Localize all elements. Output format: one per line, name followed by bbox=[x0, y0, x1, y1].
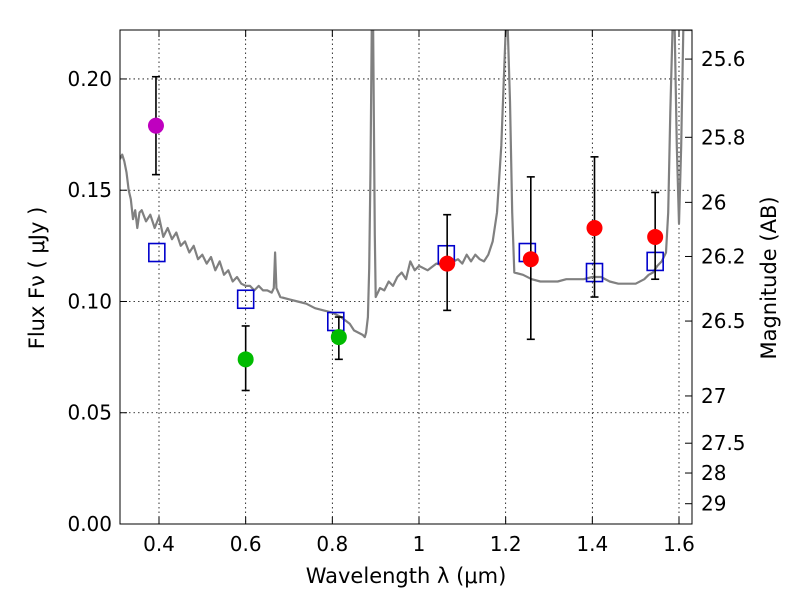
tick-labels: 0.4 0.6 0.8 1 1.2 1.4 1.6 0.00 0.05 0.10 0.15 0.20 2… bbox=[67, 47, 745, 556]
mag-tick-label: 25.8 bbox=[701, 125, 746, 149]
observed-point bbox=[647, 228, 664, 245]
y-tick-label: 0.00 bbox=[67, 512, 112, 536]
observed-point bbox=[586, 220, 603, 237]
observed-point bbox=[439, 255, 456, 272]
x-tick-label: 1.2 bbox=[490, 532, 522, 556]
mag-tick-label: 28 bbox=[701, 461, 726, 485]
observed-point bbox=[237, 351, 254, 368]
mag-tick-label: 26.5 bbox=[701, 309, 746, 333]
mag-tick-label: 27.5 bbox=[701, 431, 746, 455]
x-tick-label: 0.8 bbox=[316, 532, 348, 556]
x-tick-label: 1.4 bbox=[576, 532, 608, 556]
x-tick-label: 0.6 bbox=[230, 532, 262, 556]
x-tick-label: 1 bbox=[413, 532, 426, 556]
observed-point bbox=[147, 117, 164, 134]
y-tick-label: 0.10 bbox=[67, 289, 112, 313]
model-bandpass-square bbox=[148, 242, 166, 263]
mag-tick-label: 27 bbox=[701, 384, 726, 408]
grid-lines bbox=[120, 30, 692, 524]
y-tick-label: 0.05 bbox=[67, 401, 112, 425]
observed-point bbox=[522, 251, 539, 268]
plot-area bbox=[120, 30, 692, 392]
x-axis-title: Wavelength λ (μm) bbox=[306, 564, 507, 588]
y-axis-right-title: Magnitude (AB) bbox=[757, 196, 781, 359]
observed-point bbox=[330, 329, 347, 346]
y-tick-label: 0.20 bbox=[67, 67, 112, 91]
observed-points-layer bbox=[147, 75, 664, 392]
axis-ticks bbox=[120, 30, 692, 525]
y-axis-title: Flux Fν ( μJy ) bbox=[25, 207, 49, 350]
model-bandpass-square bbox=[236, 289, 255, 310]
x-tick-label: 0.4 bbox=[143, 532, 175, 556]
mag-tick-label: 25.6 bbox=[701, 47, 746, 71]
mag-tick-label: 26 bbox=[701, 190, 726, 214]
x-tick-label: 1.6 bbox=[663, 532, 695, 556]
plot-frame bbox=[119, 29, 693, 525]
y-tick-label: 0.15 bbox=[67, 178, 112, 202]
mag-tick-label: 29 bbox=[701, 492, 726, 516]
mag-tick-label: 26.2 bbox=[701, 244, 746, 268]
